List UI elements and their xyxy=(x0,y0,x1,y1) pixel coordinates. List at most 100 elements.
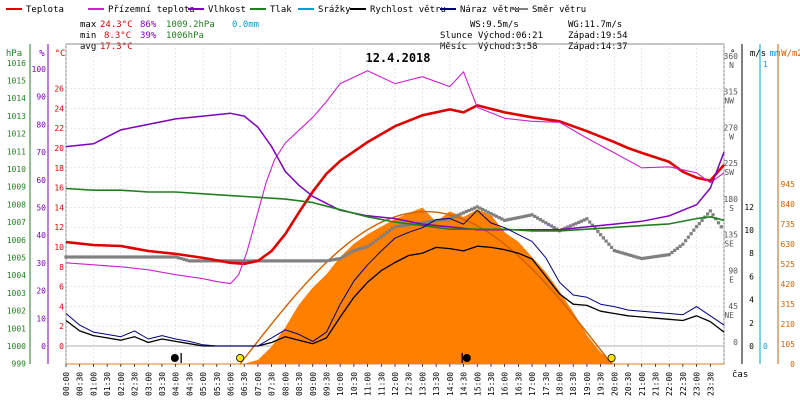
wind-direction-point xyxy=(297,259,301,263)
x-tick-label: 16:30 xyxy=(514,372,523,396)
wind-direction-point xyxy=(379,235,383,239)
wind-direction-point xyxy=(108,255,112,259)
tick-temp-16: 16 xyxy=(54,184,64,193)
wind-direction-point xyxy=(261,259,265,263)
wind-direction-point xyxy=(481,208,485,212)
tick-wind-0: 0 xyxy=(749,342,754,351)
series-line-1 xyxy=(65,70,725,285)
wind-direction-point xyxy=(453,214,457,218)
wind-direction-point xyxy=(204,259,208,263)
wind-direction-point xyxy=(382,233,386,237)
legend-label-5: Rychlost větru xyxy=(370,5,446,15)
tick-humidity-40: 40 xyxy=(36,231,46,240)
wind-direction-point xyxy=(675,246,679,250)
x-tick-label: 06:00 xyxy=(227,372,236,396)
wind-direction-point xyxy=(519,215,523,219)
series-line-3 xyxy=(65,187,725,232)
wind-direction-point xyxy=(91,255,95,259)
wind-direction-point xyxy=(69,255,74,259)
wind-direction-point xyxy=(494,214,498,218)
wind-direction-point xyxy=(385,231,389,235)
tick-temp-14: 14 xyxy=(54,203,64,212)
wind-direction-point xyxy=(94,255,98,259)
wind-direction-point xyxy=(292,259,296,263)
tick-temp-26: 26 xyxy=(54,85,64,94)
wind-direction-point xyxy=(138,255,142,259)
x-tick-label: 23:00 xyxy=(693,372,702,396)
wind-direction-point xyxy=(546,222,551,226)
wind-direction-point xyxy=(196,259,200,263)
axis-title-mm: mm xyxy=(770,49,781,59)
wind-direction-point xyxy=(527,213,531,217)
x-tick-label: 11:00 xyxy=(364,372,373,396)
wind-direction-point xyxy=(525,214,529,218)
wind-direction-point xyxy=(231,259,235,263)
sunrise-marker xyxy=(236,353,245,362)
wind-direction-point xyxy=(168,255,172,259)
wind-direction-point xyxy=(599,233,603,237)
x-tick-label: 00:00 xyxy=(62,372,71,396)
x-tick-label: 03:30 xyxy=(158,372,167,396)
x-tick-label: 10:30 xyxy=(350,372,359,396)
tick-direction-name-225: SW xyxy=(724,168,734,177)
wind-direction-point xyxy=(237,259,241,263)
wind-direction-point xyxy=(264,259,268,263)
wind-direction-point xyxy=(275,259,279,263)
tick-pressure-1001: 1001 xyxy=(7,324,26,333)
wind-direction-point xyxy=(146,255,150,259)
wind-direction-point xyxy=(610,245,614,249)
stat-sun-label: Slunce xyxy=(440,31,473,41)
wind-direction-point xyxy=(366,245,370,249)
wind-direction-point xyxy=(124,255,128,259)
wind-direction-point xyxy=(659,254,663,258)
x-tick-label: 10:00 xyxy=(336,372,345,396)
stat-avg-label: avg xyxy=(80,42,96,52)
wind-direction-point xyxy=(374,239,378,243)
solar-theoretical-curve xyxy=(239,210,613,365)
x-tick-label: 20:30 xyxy=(624,372,633,396)
wind-direction-point xyxy=(135,255,139,259)
wind-direction-point xyxy=(78,255,82,259)
wind-direction-point xyxy=(670,250,674,255)
tick-pressure-1013: 1013 xyxy=(7,112,26,121)
x-tick-label: 15:30 xyxy=(487,372,496,396)
wind-direction-point xyxy=(503,218,507,222)
tick-temp-8: 8 xyxy=(59,263,64,272)
wind-direction-point xyxy=(116,255,120,259)
legend-label-7: Směr větru xyxy=(532,5,586,15)
wind-direction-point xyxy=(152,255,156,259)
wind-direction-point xyxy=(626,253,630,257)
wind-direction-point xyxy=(612,249,616,253)
tick-direction-225: 225 xyxy=(724,159,739,168)
wind-direction-point xyxy=(426,220,430,224)
wind-direction-point xyxy=(604,239,608,243)
tick-temp-22: 22 xyxy=(54,124,64,133)
series-line-4 xyxy=(65,245,725,347)
wind-direction-point xyxy=(681,242,685,246)
wind-direction-point xyxy=(305,259,309,263)
x-tick-label: 20:00 xyxy=(610,372,619,396)
wind-direction-point xyxy=(357,247,361,251)
wind-direction-point xyxy=(568,224,573,228)
wind-direction-point xyxy=(86,255,90,259)
wind-direction-point xyxy=(278,259,282,263)
tick-solar-0: 0 xyxy=(790,360,795,369)
wind-direction-point xyxy=(420,221,424,225)
wind-direction-point xyxy=(429,220,433,224)
wind-direction-point xyxy=(300,259,304,263)
wind-direction-point xyxy=(467,208,471,213)
stat-moon-set: Západ:14:37 xyxy=(568,42,628,52)
wind-direction-point xyxy=(111,255,115,259)
wind-direction-point xyxy=(324,259,329,263)
wind-direction-point xyxy=(130,255,134,259)
wind-direction-point xyxy=(75,255,79,259)
wind-direction-point xyxy=(708,209,712,213)
wind-direction-point xyxy=(190,259,194,263)
x-tick-label: 12:30 xyxy=(405,372,414,396)
wind-direction-point xyxy=(330,258,334,262)
wind-direction-point xyxy=(393,225,397,229)
wind-direction-point xyxy=(629,253,633,257)
wind-direction-point xyxy=(143,255,148,259)
wind-direction-point xyxy=(508,217,512,221)
tick-pressure-1007: 1007 xyxy=(7,218,26,227)
